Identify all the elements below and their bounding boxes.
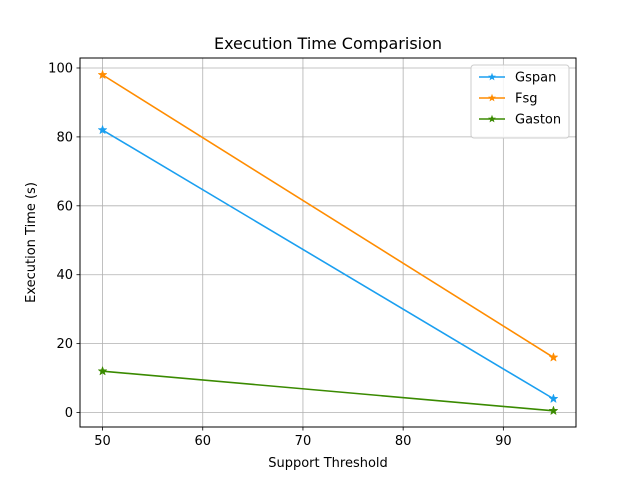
axis-ticks: 50 60 70 80 90 0 20 40 60 80 100 bbox=[48, 61, 511, 449]
series-line bbox=[102, 129, 554, 400]
y-tick-label: 20 bbox=[56, 337, 73, 352]
legend-label: Fsg bbox=[515, 92, 538, 107]
x-tick-label: 70 bbox=[295, 434, 312, 449]
data-point bbox=[548, 352, 559, 362]
data-point bbox=[97, 365, 108, 376]
data-point bbox=[548, 405, 559, 416]
data-point bbox=[97, 69, 108, 80]
plot-frame bbox=[79, 57, 577, 428]
legend-label: Gaston bbox=[515, 113, 561, 128]
y-tick-label: 60 bbox=[56, 199, 73, 214]
series-line bbox=[102, 370, 554, 412]
legend-marker bbox=[488, 93, 496, 102]
data-point bbox=[548, 393, 559, 404]
legend-item: Gaston bbox=[479, 113, 561, 128]
x-tick-label: 80 bbox=[395, 434, 412, 449]
series-gspan bbox=[97, 124, 559, 404]
y-tick-label: 100 bbox=[48, 61, 73, 76]
series-gaston bbox=[97, 365, 559, 416]
x-tick-label: 90 bbox=[495, 434, 512, 449]
y-tick-label: 40 bbox=[56, 268, 73, 283]
legend-item: Gspan bbox=[479, 71, 556, 86]
data-point bbox=[97, 124, 108, 135]
x-axis-label: Support Threshold bbox=[268, 456, 388, 471]
legend-marker bbox=[488, 72, 496, 81]
series-lines bbox=[97, 69, 559, 416]
y-tick-label: 80 bbox=[56, 130, 73, 145]
series-fsg bbox=[97, 69, 559, 362]
y-axis-label: Execution Time (s) bbox=[24, 182, 39, 303]
legend-item: Fsg bbox=[479, 92, 538, 107]
legend: Gspan Fsg Gaston bbox=[470, 64, 570, 139]
series-line bbox=[102, 74, 554, 359]
y-tick-label: 0 bbox=[65, 406, 73, 421]
legend-marker bbox=[488, 114, 496, 123]
x-tick-label: 50 bbox=[94, 434, 111, 449]
x-tick-label: 60 bbox=[194, 434, 211, 449]
chart-title: Execution Time Comparision bbox=[214, 34, 442, 53]
legend-label: Gspan bbox=[515, 71, 556, 86]
